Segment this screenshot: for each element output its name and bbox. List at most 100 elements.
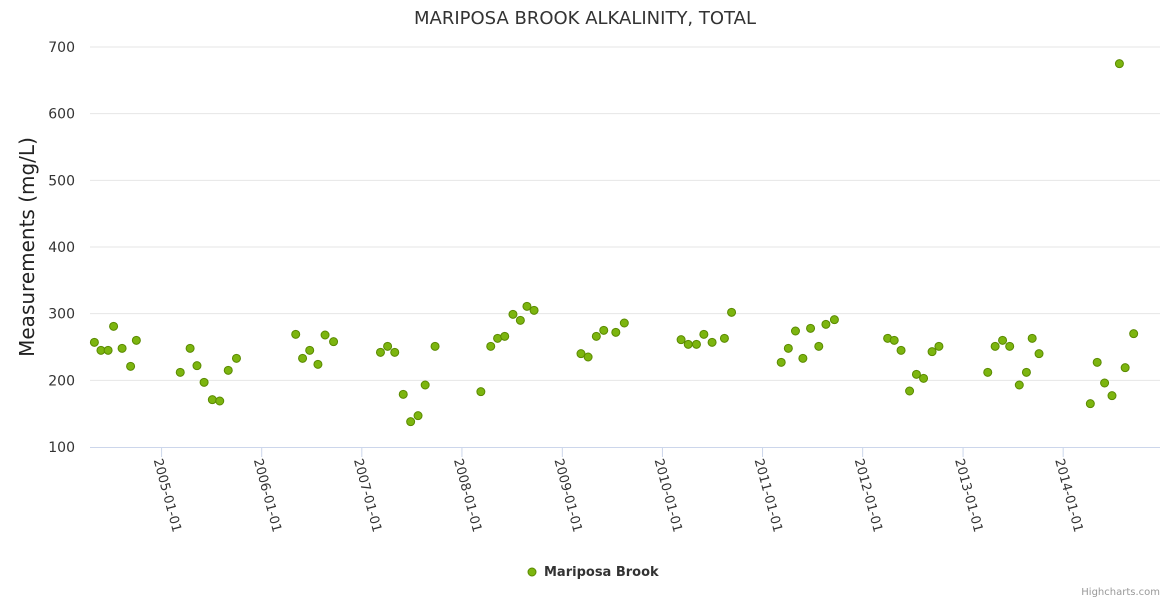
data-point[interactable] xyxy=(814,341,824,351)
y-axis-label: Measurements (mg/L) xyxy=(15,137,39,357)
data-point[interactable] xyxy=(109,321,119,331)
data-point[interactable] xyxy=(896,345,906,355)
data-point[interactable] xyxy=(383,341,393,351)
data-point[interactable] xyxy=(776,357,786,367)
data-point[interactable] xyxy=(1027,333,1037,343)
data-point[interactable] xyxy=(889,335,899,345)
x-tick-label: 2007-01-01 xyxy=(350,457,384,534)
data-point[interactable] xyxy=(126,361,136,371)
y-tick-label: 500 xyxy=(48,173,75,189)
data-point[interactable] xyxy=(1005,341,1015,351)
y-tick-label: 600 xyxy=(48,107,75,123)
data-point[interactable] xyxy=(305,345,315,355)
data-point[interactable] xyxy=(919,373,929,383)
data-point[interactable] xyxy=(1114,59,1124,69)
data-point[interactable] xyxy=(911,369,921,379)
data-point[interactable] xyxy=(515,315,525,325)
y-tick-label: 100 xyxy=(48,440,75,456)
data-point[interactable] xyxy=(207,395,217,405)
data-point[interactable] xyxy=(591,331,601,341)
data-point[interactable] xyxy=(320,330,330,340)
data-point[interactable] xyxy=(583,352,593,362)
data-point[interactable] xyxy=(175,367,185,377)
legend-item-mariposa-brook[interactable]: Mariposa Brook xyxy=(544,565,659,580)
data-points xyxy=(89,59,1139,427)
data-point[interactable] xyxy=(783,343,793,353)
data-point[interactable] xyxy=(905,386,915,396)
data-point[interactable] xyxy=(406,417,416,427)
data-point[interactable] xyxy=(798,353,808,363)
credit-link[interactable]: Highcharts.com xyxy=(1081,587,1160,598)
data-point[interactable] xyxy=(576,349,586,359)
data-point[interactable] xyxy=(192,361,202,371)
data-point[interactable] xyxy=(611,327,621,337)
x-tick-label: 2014-01-01 xyxy=(1051,457,1085,534)
data-point[interactable] xyxy=(375,347,385,357)
data-point[interactable] xyxy=(223,365,233,375)
data-point[interactable] xyxy=(1014,380,1024,390)
data-point[interactable] xyxy=(1092,357,1102,367)
data-point[interactable] xyxy=(486,341,496,351)
x-tick-label: 2008-01-01 xyxy=(450,457,484,534)
x-tick-label: 2011-01-01 xyxy=(751,457,785,534)
data-point[interactable] xyxy=(117,343,127,353)
data-point[interactable] xyxy=(508,309,518,319)
data-point[interactable] xyxy=(185,343,195,353)
data-point[interactable] xyxy=(476,387,486,397)
data-point[interactable] xyxy=(131,335,141,345)
data-point[interactable] xyxy=(790,326,800,336)
y-tick-label: 200 xyxy=(48,373,75,389)
data-point[interactable] xyxy=(522,301,532,311)
data-point[interactable] xyxy=(291,329,301,339)
data-point[interactable] xyxy=(413,411,423,421)
data-point[interactable] xyxy=(329,337,339,347)
data-point[interactable] xyxy=(683,339,693,349)
data-point[interactable] xyxy=(727,307,737,317)
data-point[interactable] xyxy=(927,347,937,357)
x-tick-label: 2010-01-01 xyxy=(651,457,685,534)
x-tick-label: 2006-01-01 xyxy=(250,457,284,534)
data-point[interactable] xyxy=(1129,329,1139,339)
data-point[interactable] xyxy=(599,325,609,335)
data-point[interactable] xyxy=(676,335,686,345)
data-point[interactable] xyxy=(983,367,993,377)
data-point[interactable] xyxy=(215,396,225,406)
data-point[interactable] xyxy=(430,341,440,351)
y-tick-label: 400 xyxy=(48,240,75,256)
data-point[interactable] xyxy=(1021,367,1031,377)
data-point[interactable] xyxy=(1085,399,1095,409)
data-point[interactable] xyxy=(707,337,717,347)
legend[interactable]: Mariposa Brook xyxy=(527,565,659,580)
data-point[interactable] xyxy=(821,319,831,329)
data-point[interactable] xyxy=(806,323,816,333)
data-point[interactable] xyxy=(398,389,408,399)
data-point[interactable] xyxy=(529,305,539,315)
chart-title: MARIPOSA BROOK ALKALINITY, TOTAL xyxy=(414,8,756,29)
y-axis-ticks: 100 200 300 400 500 600 700 xyxy=(48,40,75,456)
data-point[interactable] xyxy=(719,333,729,343)
data-point[interactable] xyxy=(699,329,709,339)
data-point[interactable] xyxy=(420,380,430,390)
data-point[interactable] xyxy=(1100,378,1110,388)
x-tick-label: 2012-01-01 xyxy=(851,457,885,534)
x-axis-ticks: 2005-01-01 2006-01-01 2007-01-01 2008-01-01… xyxy=(150,447,1085,534)
data-point[interactable] xyxy=(103,345,113,355)
data-point[interactable] xyxy=(934,341,944,351)
data-point[interactable] xyxy=(390,347,400,357)
data-point[interactable] xyxy=(691,339,701,349)
data-point[interactable] xyxy=(1034,349,1044,359)
data-point[interactable] xyxy=(231,353,241,363)
legend-marker xyxy=(527,567,537,577)
data-point[interactable] xyxy=(990,341,1000,351)
gridlines xyxy=(90,46,1160,381)
data-point[interactable] xyxy=(829,315,839,325)
data-point[interactable] xyxy=(1120,363,1130,373)
data-point[interactable] xyxy=(619,318,629,328)
data-point[interactable] xyxy=(199,377,209,387)
data-point[interactable] xyxy=(998,335,1008,345)
data-point[interactable] xyxy=(298,353,308,363)
data-point[interactable] xyxy=(89,337,99,347)
data-point[interactable] xyxy=(313,359,323,369)
data-point[interactable] xyxy=(1107,391,1117,401)
data-point[interactable] xyxy=(500,331,510,341)
